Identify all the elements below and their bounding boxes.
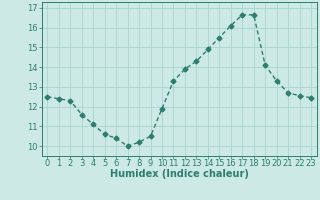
X-axis label: Humidex (Indice chaleur): Humidex (Indice chaleur) bbox=[110, 169, 249, 179]
